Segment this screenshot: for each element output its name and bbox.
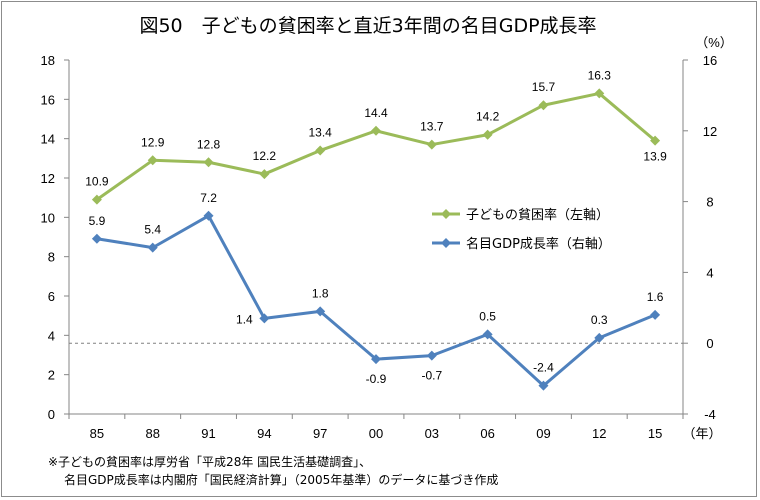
data-label: 14.2	[476, 110, 500, 124]
data-point	[91, 194, 102, 205]
data-label: 1.6	[647, 290, 664, 304]
data-point	[538, 380, 549, 391]
legend: 子どもの貧困率（左軸） 名目GDP成長率（右軸）	[432, 207, 611, 252]
data-point	[482, 329, 493, 340]
data-label: 1.8	[312, 286, 329, 300]
x-tick-label: 88	[145, 426, 159, 441]
right-axis-unit: （%）	[695, 35, 733, 50]
data-label: 16.3	[588, 68, 612, 82]
data-point	[259, 169, 270, 180]
x-tick-label: 97	[313, 426, 327, 441]
right-tick-label: 4	[706, 265, 713, 280]
x-tick-label: 15	[648, 426, 662, 441]
data-label: 10.9	[85, 175, 109, 189]
data-point	[315, 145, 326, 156]
data-label: 13.4	[309, 125, 333, 139]
data-point	[371, 354, 381, 365]
data-point	[371, 125, 381, 136]
series-nominal-gdp: 5.9 5.4 7.2 1.4 1.8 -0.9 -0.7 0.5 -2.4 0.3 1.6	[89, 191, 664, 391]
x-tick-label: 94	[257, 426, 271, 441]
note-line-1: ※子どもの貧困率は厚労省「平成28年 国民生活基礎調査」、	[48, 454, 371, 469]
x-tick-label: 03	[425, 426, 439, 441]
legend-label: 名目GDP成長率（右軸）	[466, 236, 611, 252]
x-tick-label: 09	[536, 426, 550, 441]
data-label: -0.9	[366, 372, 387, 386]
right-tick-label: 12	[703, 124, 717, 139]
data-label: 0.5	[479, 309, 496, 323]
data-label: 0.3	[591, 313, 608, 327]
left-tick-label: 14	[41, 132, 55, 147]
data-label: 5.9	[89, 214, 106, 228]
data-label: 14.4	[364, 106, 388, 120]
right-tick-label: 8	[706, 195, 713, 210]
series-layer: 10.9 12.9 12.8 12.2 13.4 14.4 13.7 14.2 15.7 16.3…	[85, 68, 667, 391]
right-tick-label: 0	[706, 336, 713, 351]
data-point	[594, 88, 605, 99]
x-tick-label: 00	[369, 426, 383, 441]
left-tick-label: 6	[48, 289, 55, 304]
data-point	[650, 309, 661, 320]
x-tick-label: 91	[201, 426, 215, 441]
data-point	[594, 332, 605, 343]
x-tick-label: 06	[480, 426, 494, 441]
data-label: 13.7	[420, 120, 444, 134]
data-label: 12.8	[197, 137, 221, 151]
x-axis-unit: （年）	[682, 426, 721, 441]
data-point	[426, 350, 437, 361]
data-point	[426, 139, 437, 150]
x-tick-label: 12	[592, 426, 606, 441]
data-label: 12.2	[253, 149, 277, 163]
data-point	[259, 313, 270, 324]
data-label: 7.2	[200, 191, 217, 205]
left-tick-label: 2	[48, 368, 55, 383]
data-point	[315, 306, 326, 317]
data-point	[147, 155, 158, 166]
data-point	[538, 100, 549, 111]
legend-swatch-marker	[441, 209, 451, 219]
legend-swatch-marker	[441, 238, 451, 248]
data-point	[650, 135, 661, 146]
legend-label: 子どもの貧困率（左軸）	[466, 207, 609, 223]
note-line-2: 名目GDP成長率は内閣府「国民経済計算」（2005年基準）のデータに基づき作成	[64, 472, 498, 487]
data-point	[203, 157, 214, 168]
left-tick-label: 10	[41, 210, 55, 225]
left-tick-label: 16	[41, 92, 55, 107]
left-tick-label: 0	[48, 407, 55, 422]
data-label: 13.9	[643, 150, 667, 164]
axes: 0 2 4 6 8 10 12 14 16 18 -4 0 4 8 12 16 85 88 91 94 97 00 03 06…	[41, 53, 718, 441]
left-tick-label: 8	[48, 250, 55, 265]
data-point	[482, 129, 493, 140]
data-label: 1.4	[236, 312, 253, 326]
left-tick-label: 18	[41, 53, 55, 68]
right-tick-label: -4	[704, 407, 716, 422]
x-tick-label: 85	[90, 426, 104, 441]
right-tick-label: 16	[703, 53, 717, 68]
data-point	[147, 242, 158, 253]
data-point	[91, 233, 102, 244]
series-child-poverty: 10.9 12.9 12.8 12.2 13.4 14.4 13.7 14.2 15.7 16.3…	[85, 68, 667, 205]
left-tick-label: 12	[41, 171, 55, 186]
data-label: 12.9	[141, 135, 165, 149]
data-label: -2.4	[533, 361, 554, 375]
data-point	[203, 210, 214, 221]
data-label: -0.7	[421, 369, 442, 383]
chart-title: 図50 子どもの貧困率と直近3年間の名目GDP成長率	[139, 15, 596, 37]
data-label: 15.7	[532, 80, 556, 94]
data-label: 5.4	[144, 223, 161, 237]
left-tick-label: 4	[48, 328, 55, 343]
